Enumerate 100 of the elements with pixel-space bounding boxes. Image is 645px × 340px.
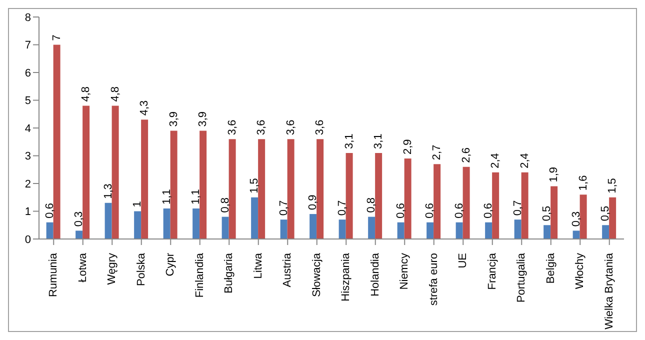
data-label: 0,9 [307, 194, 320, 210]
bar [462, 166, 470, 239]
x-tick-label: Niemcy [398, 252, 411, 290]
x-tick-label: Włochy [574, 252, 586, 290]
x-tick-label: Hiszpania [340, 252, 352, 302]
x-tick-label: Austria [282, 252, 294, 288]
bar [375, 152, 382, 239]
x-tick-label: UE [457, 253, 470, 268]
data-label: 2,6 [460, 148, 472, 163]
data-label: 0,6 [394, 203, 407, 218]
x-tick-label: Słowacja [310, 252, 323, 298]
x-tick-label: Belgia [544, 252, 557, 284]
y-tick-label: 6 [24, 67, 31, 80]
y-tick-label: 5 [24, 95, 31, 108]
data-label: 2,4 [518, 153, 531, 168]
y-tick-label: 0 [24, 234, 31, 246]
x-tick-label: strefa euro [428, 253, 440, 306]
x-tick-label: Bułgaria [223, 252, 236, 294]
data-label: 0,6 [44, 203, 56, 218]
x-tick-label: Litwa [252, 252, 264, 279]
data-label: 3,9 [168, 111, 180, 127]
x-tick-label: Finlandia [194, 252, 206, 298]
data-label: 4,8 [80, 86, 92, 102]
bar [222, 216, 229, 239]
data-label: 1,1 [190, 189, 202, 204]
bar [280, 220, 288, 239]
bar [434, 164, 441, 239]
data-label: 0,7 [278, 200, 290, 216]
data-label: 1 [132, 201, 144, 208]
x-tick-label: Węgry [106, 252, 118, 285]
bar [251, 197, 258, 239]
x-tick-label: Łotwa [76, 252, 89, 282]
bar [53, 44, 60, 239]
data-label: 0,8 [366, 198, 378, 213]
bar [112, 106, 119, 239]
bar [492, 172, 500, 239]
x-tick-label: Polska [135, 252, 148, 286]
bar [521, 172, 528, 239]
bar [46, 222, 54, 239]
data-label: 1,6 [577, 175, 590, 191]
bar [258, 139, 266, 239]
bar [404, 158, 412, 239]
data-label: 2,7 [431, 144, 444, 160]
x-tick-label: Wielka Brytania [603, 252, 616, 330]
bar [609, 197, 616, 239]
x-tick-label: Portugalia [516, 252, 528, 303]
data-label: 0,6 [424, 203, 436, 218]
data-label: 2,4 [490, 153, 502, 168]
y-tick-label: 8 [24, 12, 31, 24]
bar [338, 220, 346, 239]
x-tick-label: Francja [486, 252, 498, 290]
data-label: 0,7 [336, 200, 348, 216]
data-label: 3,6 [314, 120, 326, 136]
data-label: 3,9 [197, 111, 210, 127]
y-tick-label: 7 [24, 40, 31, 52]
bar [82, 106, 90, 239]
bar [550, 186, 558, 239]
bar [104, 202, 112, 239]
bar [200, 130, 207, 239]
y-tick-label: 4 [24, 122, 31, 135]
data-label: 3,1 [343, 134, 356, 149]
bar [426, 222, 434, 239]
x-tick-label: Holandia [369, 252, 382, 296]
y-tick-label: 1 [24, 206, 31, 218]
bar [485, 222, 492, 239]
data-label: 3,6 [226, 120, 238, 136]
data-label: 0,6 [453, 203, 466, 218]
bar [572, 230, 580, 239]
bar [192, 208, 200, 239]
bar [134, 211, 142, 239]
data-label: 0,7 [512, 200, 524, 216]
data-label: 1,5 [606, 178, 619, 194]
bar [346, 152, 353, 239]
data-label: 0,3 [570, 211, 582, 227]
y-tick-label: 3 [24, 150, 31, 163]
bar [163, 208, 170, 239]
bar [544, 225, 551, 239]
data-label: 0,5 [600, 206, 612, 222]
data-label: 7 [50, 34, 63, 41]
bar [580, 194, 587, 239]
bar [228, 139, 236, 239]
data-label: 0,5 [541, 206, 554, 222]
bar [310, 214, 317, 239]
x-tick-label: Cypr [164, 252, 177, 276]
data-label: 1,1 [160, 189, 173, 204]
x-tick-label: Rumunia [48, 252, 60, 298]
bar [170, 130, 178, 239]
bar [76, 230, 83, 239]
data-label: 1,3 [102, 184, 114, 199]
data-label: 0,3 [73, 211, 86, 227]
y-tick-label: 2 [24, 178, 31, 190]
data-label: 3,6 [256, 120, 268, 136]
bar [287, 139, 294, 239]
data-label: 4,8 [109, 86, 122, 102]
bar [368, 216, 376, 239]
bar [514, 220, 522, 239]
bar [397, 222, 404, 239]
data-label: 1,9 [548, 166, 560, 182]
bar [141, 120, 148, 239]
bar [316, 139, 324, 239]
